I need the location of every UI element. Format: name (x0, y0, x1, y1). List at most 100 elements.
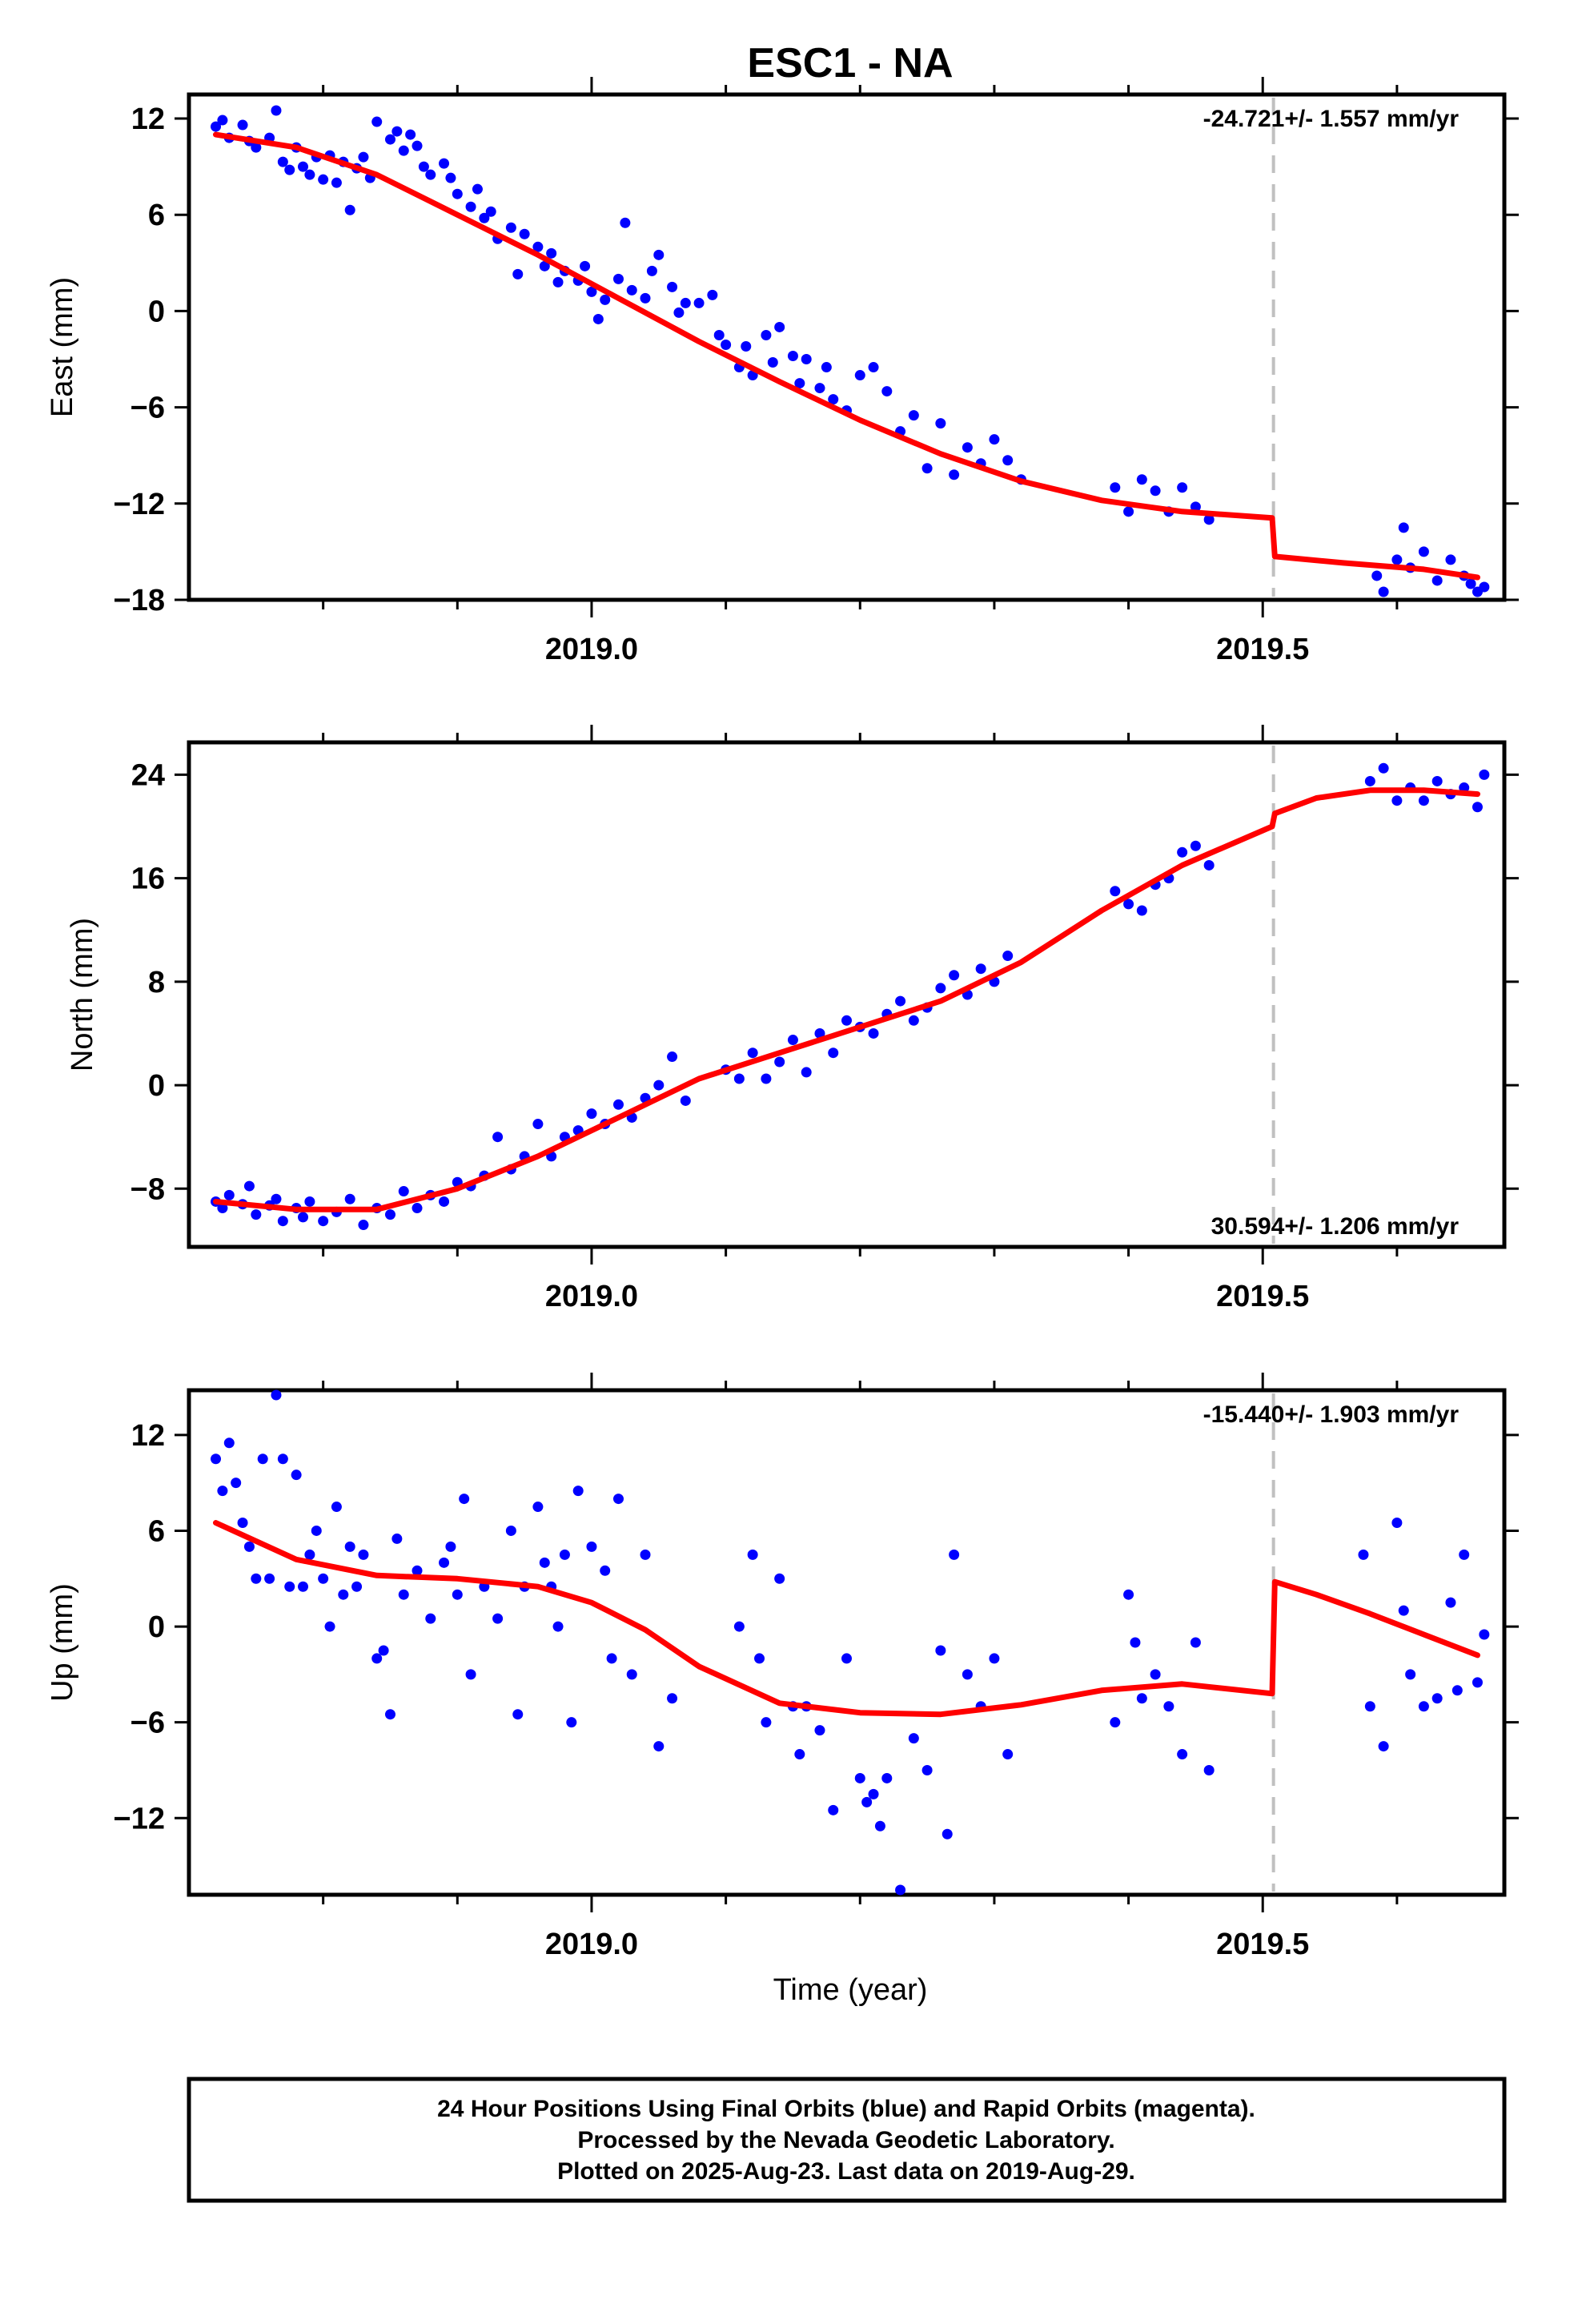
data-point (485, 206, 496, 217)
data-point (975, 963, 986, 975)
model-curve (213, 1520, 1480, 1718)
data-point (1190, 840, 1201, 851)
data-point (391, 126, 403, 137)
data-point (237, 119, 248, 131)
data-point (539, 260, 550, 271)
data-point (472, 183, 483, 195)
data-point (881, 1772, 893, 1783)
y-axis-label: East (mm) (46, 277, 79, 417)
data-point (1358, 1549, 1369, 1560)
data-point (989, 434, 1000, 445)
data-point (445, 1541, 456, 1552)
data-point (653, 1741, 665, 1752)
data-point (304, 169, 315, 180)
data-point (721, 339, 732, 350)
data-point (552, 1621, 564, 1632)
data-point (1391, 795, 1403, 806)
data-point (1110, 1717, 1121, 1728)
x-tick-label: 2019.0 (545, 1280, 638, 1313)
caption-line-1: 24 Hour Positions Using Final Orbits (bl… (437, 2096, 1255, 2122)
data-point (412, 140, 423, 151)
data-point (512, 268, 524, 279)
data-point (1190, 501, 1201, 513)
data-point (398, 145, 409, 156)
y-axis-label: Up (mm) (46, 1583, 79, 1702)
data-point (231, 1478, 242, 1489)
data-point (391, 1533, 403, 1544)
y-tick-label: 6 (148, 1514, 165, 1548)
data-point (384, 1709, 396, 1720)
data-point (881, 386, 893, 397)
data-point (1431, 575, 1443, 586)
data-point (532, 1119, 544, 1130)
data-point (667, 1693, 678, 1704)
data-point (251, 1209, 262, 1220)
data-point (532, 1502, 544, 1513)
rate-annotation: -15.440+/- 1.903 mm/yr (1203, 1401, 1460, 1428)
data-point (338, 1589, 349, 1600)
data-point (774, 1573, 785, 1584)
data-point (828, 394, 839, 405)
data-point (921, 1764, 933, 1775)
data-point (1378, 586, 1389, 597)
y-tick-label: 0 (148, 1069, 165, 1103)
data-point (1418, 795, 1429, 806)
data-point (814, 383, 825, 394)
data-point (620, 217, 631, 228)
data-point (291, 1470, 302, 1481)
data-point (935, 418, 946, 429)
data-point (425, 169, 436, 180)
data-point (667, 1051, 678, 1063)
data-point (465, 1669, 476, 1680)
data-point (371, 1653, 383, 1664)
y-tick-label: 12 (131, 1419, 165, 1453)
data-point (539, 1557, 550, 1568)
x-tick-label: 2019.5 (1216, 633, 1309, 666)
data-point (512, 1709, 524, 1720)
data-point (519, 228, 530, 239)
data-point (1123, 1589, 1134, 1600)
data-point (298, 161, 309, 172)
data-point (1002, 455, 1014, 466)
data-point (1418, 1701, 1429, 1712)
data-point (673, 307, 685, 318)
data-point (271, 1193, 282, 1204)
data-point (761, 1717, 772, 1728)
data-point (680, 297, 691, 308)
data-point (1190, 1637, 1201, 1648)
data-point (1371, 570, 1383, 581)
y-tick-label: −6 (130, 392, 165, 425)
plot-frame (187, 1388, 1507, 1897)
data-point (1150, 1669, 1161, 1680)
data-point (418, 161, 429, 172)
data-point (713, 329, 725, 340)
data-point (324, 1621, 335, 1632)
data-point (761, 329, 772, 340)
data-point (868, 1788, 879, 1799)
y-tick-label: −18 (114, 584, 165, 617)
panels: 12 6 0 −6 −12 −18 2019.0 2019.5 East (mm) -24.721… (46, 77, 1519, 1961)
data-point (344, 1541, 355, 1552)
data-point (505, 222, 516, 233)
data-point (612, 273, 624, 284)
data-point (874, 1820, 885, 1831)
data-point (801, 354, 812, 365)
panel-north: 24 16 8 0 −8 2019.0 2019.5 North (mm) 30.594+/- … (66, 725, 1519, 1313)
data-point (1203, 1764, 1215, 1775)
data-point (962, 1669, 973, 1680)
x-tick-label: 2019.5 (1216, 1280, 1309, 1313)
data-point (1479, 769, 1490, 780)
data-point (284, 1581, 295, 1592)
model-curve (213, 131, 1480, 581)
caption-line-2: Processed by the Nevada Geodetic Laborat… (577, 2127, 1114, 2153)
data-point (331, 177, 342, 188)
data-point (733, 1073, 745, 1084)
data-point (612, 1099, 624, 1110)
data-point (1472, 1677, 1483, 1688)
data-point (1378, 762, 1389, 774)
data-point (378, 1645, 389, 1656)
data-point (532, 241, 544, 252)
data-point (821, 362, 832, 373)
data-point (646, 265, 657, 276)
data-point (304, 1196, 315, 1207)
